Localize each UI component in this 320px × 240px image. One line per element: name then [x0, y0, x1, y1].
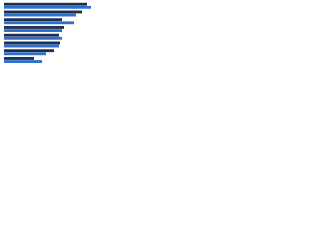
bar [4, 49, 54, 53]
bar [4, 18, 62, 22]
bar [4, 5, 91, 9]
bar [4, 57, 34, 60]
chart [4, 2, 91, 63]
bar [4, 33, 59, 37]
bar [4, 52, 46, 56]
bar [4, 44, 59, 48]
page: (() => { const data = JSON.parse(documen… [0, 0, 320, 76]
bar [4, 29, 62, 32]
bar [4, 60, 42, 63]
bar [4, 26, 64, 29]
bar [4, 41, 60, 45]
bar [4, 13, 76, 17]
bar [4, 10, 82, 14]
bar [4, 21, 74, 25]
bar [4, 36, 62, 40]
bar [4, 2, 87, 6]
